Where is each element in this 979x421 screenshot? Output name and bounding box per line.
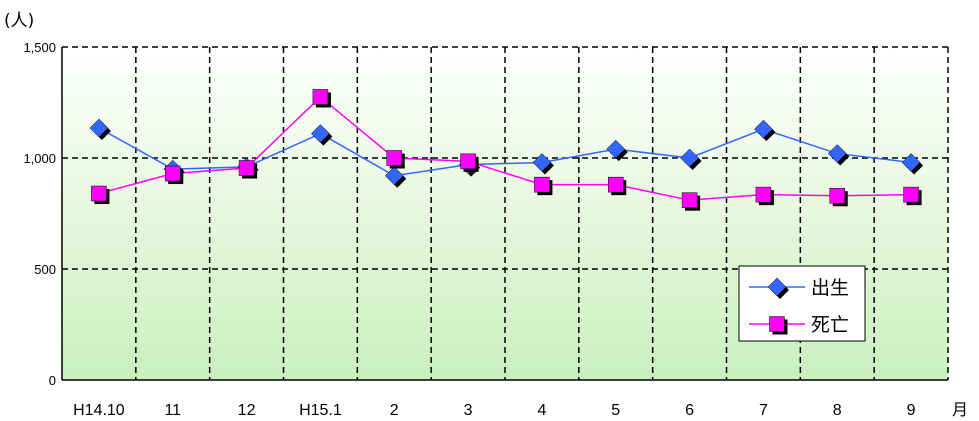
- data-point-series-2: [903, 186, 919, 203]
- data-point-series-1: [89, 118, 109, 138]
- data-point-series-1: [901, 153, 921, 172]
- y-tick-label: 1,000: [23, 151, 56, 166]
- x-tick-label: 8: [833, 402, 842, 419]
- y-tick-label: 500: [34, 262, 56, 277]
- grid: [62, 46, 949, 380]
- data-point-series-1: [680, 148, 699, 168]
- legend-label: 死亡: [811, 314, 849, 336]
- data-point-series-2: [681, 192, 698, 208]
- data-point-series-2: [91, 185, 107, 202]
- data-point-series-2: [534, 176, 550, 193]
- y-axis-label: (人): [4, 11, 34, 31]
- data-point-series-2: [608, 176, 624, 193]
- series-line-1: [98, 127, 912, 177]
- data-point-series-2: [755, 186, 772, 203]
- data-point-series-2: [238, 160, 255, 176]
- legend-marker-2: [769, 316, 785, 332]
- axes: 0 500 1,000 1,500 H14.10 11 12 H15.1 2 3 4 5 6 7 8 9: [23, 40, 948, 419]
- series: [89, 89, 924, 211]
- x-tick-label: 7: [759, 402, 768, 419]
- x-tick-label: 2: [390, 402, 399, 419]
- data-point-series-2: [386, 150, 402, 166]
- legend-marker-1: [767, 277, 787, 297]
- x-tick-label: 12: [238, 402, 256, 419]
- data-point-series-1: [827, 144, 847, 163]
- data-point-series-1: [311, 124, 330, 143]
- data-point-series-1: [606, 139, 626, 159]
- x-tick-label: 6: [685, 402, 694, 419]
- x-tick-label: 5: [611, 402, 620, 419]
- x-tick-label: 4: [537, 402, 546, 419]
- x-tick-label: H14.10: [73, 402, 125, 419]
- x-tick-label: 3: [464, 402, 473, 419]
- y-tick-label: 1,500: [23, 40, 56, 55]
- legend-label: 出生: [811, 277, 849, 299]
- data-point-series-2: [312, 89, 329, 105]
- data-point-series-1: [384, 166, 404, 186]
- data-point-series-2: [165, 165, 181, 182]
- series-line-2: [98, 95, 912, 201]
- data-point-series-2: [829, 187, 845, 204]
- x-tick-label: 9: [907, 402, 916, 419]
- x-tick-label: 11: [164, 402, 181, 419]
- x-tick-label: H15.1: [299, 402, 342, 419]
- data-point-series-2: [460, 153, 476, 170]
- y-tick-label: 0: [49, 373, 56, 388]
- x-axis-unit-label: 月: [952, 402, 968, 419]
- data-point-series-1: [754, 119, 773, 139]
- legend-box: [738, 265, 866, 342]
- data-point-series-1: [532, 153, 552, 172]
